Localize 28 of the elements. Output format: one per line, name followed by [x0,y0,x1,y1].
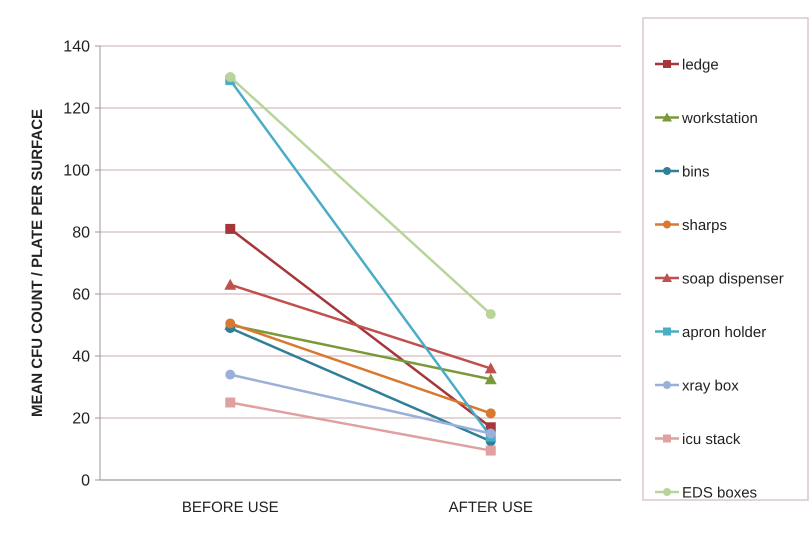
legend-label: ledge [682,56,719,74]
point [225,72,236,82]
y-tick-label: 0 [81,472,90,490]
point [486,309,496,320]
point [486,446,496,456]
y-axis-title: MEAN CFU COUNT / PLATE PER SURFACE [29,108,46,418]
legend-label: apron holder [682,324,766,341]
x-tick-label: BEFORE USE [182,499,279,516]
legend-label: icu stack [682,430,741,448]
legend-label: xray box [682,377,740,394]
point [486,408,496,418]
y-tick-label: 80 [72,224,90,242]
point [225,398,236,408]
y-tick-label: 120 [63,100,90,118]
legend-label: bins [682,163,710,180]
legend-label: EDS boxes [682,484,758,502]
y-tick-label: 140 [63,38,90,56]
legend-label: sharps [682,216,728,234]
y-tick-label: 60 [72,286,90,304]
legend-label: workstation [681,110,758,127]
y-tick-label: 20 [72,410,90,428]
point [225,370,236,380]
legend-label: soap dispenser [682,270,784,288]
y-tick-label: 100 [63,162,90,180]
point [225,224,236,234]
y-tick-label: 40 [72,348,90,366]
point [486,428,496,438]
x-tick-label: AFTER USE [448,499,533,516]
